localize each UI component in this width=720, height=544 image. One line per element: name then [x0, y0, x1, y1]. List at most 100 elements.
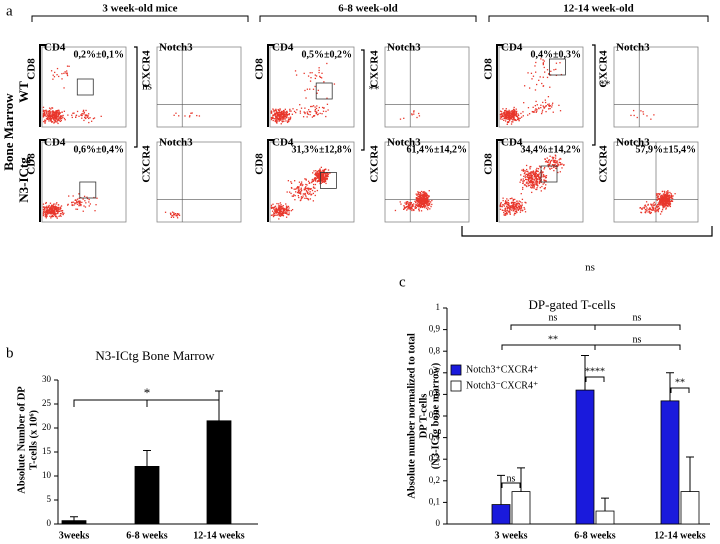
- flow-dots: [173, 112, 201, 118]
- flow-dot: [59, 120, 61, 123]
- flow-dot: [520, 174, 522, 176]
- flow-dot: [173, 114, 175, 116]
- flow-dot: [303, 193, 305, 195]
- flow-dot: [524, 175, 527, 177]
- flow-dot: [535, 83, 538, 86]
- flow-dot: [663, 200, 666, 202]
- flow-dot: [670, 195, 672, 197]
- flow-dot: [284, 118, 286, 120]
- flow-dot: [646, 209, 648, 211]
- flow-dot: [300, 196, 303, 198]
- flow-dot: [314, 77, 317, 80]
- flow-dot: [314, 180, 317, 182]
- flow-dot: [274, 115, 277, 117]
- flow-dot: [275, 121, 278, 123]
- flow-dot: [48, 107, 51, 109]
- flow-dot: [416, 202, 418, 204]
- flow-dot: [554, 154, 557, 156]
- flow-dot: [305, 189, 307, 192]
- flow-dot: [312, 200, 315, 202]
- flow-dot: [90, 120, 93, 122]
- flow-dot: [418, 202, 421, 204]
- flow-dot: [507, 199, 509, 202]
- flow-dot: [53, 211, 56, 214]
- flow-dot: [85, 202, 87, 204]
- flow-dot: [277, 115, 279, 117]
- flow-sig-bracket: [134, 46, 138, 148]
- flow-dot: [304, 178, 306, 180]
- flow-dot: [507, 116, 509, 118]
- flow-dot: [416, 197, 418, 200]
- flow-dot: [286, 208, 288, 210]
- flow-dot: [316, 176, 319, 178]
- flow-dot: [668, 205, 670, 207]
- flow-dot: [171, 214, 173, 217]
- flow-dot: [286, 205, 288, 208]
- flow-dot: [420, 210, 423, 212]
- flow-dot: [309, 113, 311, 116]
- flow-top-label: Notch3: [616, 42, 650, 54]
- flow-dot: [653, 204, 656, 206]
- flow-dot: [279, 212, 282, 214]
- flow-dot: [667, 200, 669, 202]
- flow-dot: [552, 102, 554, 104]
- flow-dot: [74, 199, 76, 201]
- flow-dot: [660, 210, 663, 213]
- flow-side-label: CD8: [26, 58, 38, 80]
- flow-dot: [420, 194, 423, 197]
- flow-dot: [671, 195, 673, 197]
- flow-dot: [536, 178, 539, 180]
- flow-dot: [531, 78, 533, 80]
- flow-dot: [508, 118, 510, 120]
- flow-dot: [511, 204, 513, 207]
- flow-dot: [513, 112, 516, 114]
- flow-dot: [42, 106, 45, 108]
- flow-dot: [280, 110, 283, 113]
- flow-dot: [656, 193, 658, 195]
- flow-dot: [79, 204, 81, 206]
- flow-dot: [53, 209, 55, 211]
- flow-dot: [522, 180, 525, 182]
- flow-dot: [508, 113, 510, 116]
- flow-dot: [532, 181, 534, 183]
- flow-dot: [302, 195, 304, 197]
- flow-dot: [47, 117, 49, 120]
- flow-dot: [652, 205, 655, 207]
- flow-side-label: CD8: [254, 153, 266, 175]
- flow-dot: [416, 205, 419, 207]
- flow-dot: [94, 210, 96, 212]
- flow-dot: [662, 190, 664, 193]
- flow-dot: [422, 200, 424, 202]
- flow-dot: [509, 206, 512, 209]
- flow-dot: [57, 122, 59, 125]
- flow-side-label: CXCR4: [369, 145, 381, 183]
- flow-dot: [407, 200, 409, 203]
- flow-dot: [544, 101, 547, 104]
- y-tick-label: 0,2: [429, 475, 440, 485]
- flow-dot: [551, 167, 553, 169]
- flow-dot: [321, 180, 323, 182]
- flow-dot: [277, 211, 279, 214]
- flow-dot: [423, 198, 425, 201]
- flow-dot: [299, 184, 302, 186]
- flow-dot: [504, 120, 507, 122]
- flow-dot: [198, 115, 201, 117]
- flow-dot: [307, 113, 309, 116]
- flow-dot: [322, 170, 324, 172]
- y-tick-label: 20: [42, 422, 52, 432]
- flow-dot: [528, 184, 530, 187]
- flow-dot: [43, 207, 46, 210]
- flow-dot: [275, 110, 277, 112]
- flow-dot: [664, 203, 666, 206]
- flow-dot: [305, 197, 308, 199]
- flow-dot: [44, 121, 46, 123]
- flow-dot: [418, 200, 420, 203]
- flow-dot: [272, 215, 275, 218]
- flow-dot: [515, 119, 517, 122]
- flow-dot: [72, 112, 74, 114]
- flow-dot: [49, 120, 52, 122]
- flow-dot: [499, 205, 502, 207]
- flow-dot: [93, 196, 95, 199]
- flow-dot: [304, 107, 306, 109]
- flow-dot: [304, 192, 306, 195]
